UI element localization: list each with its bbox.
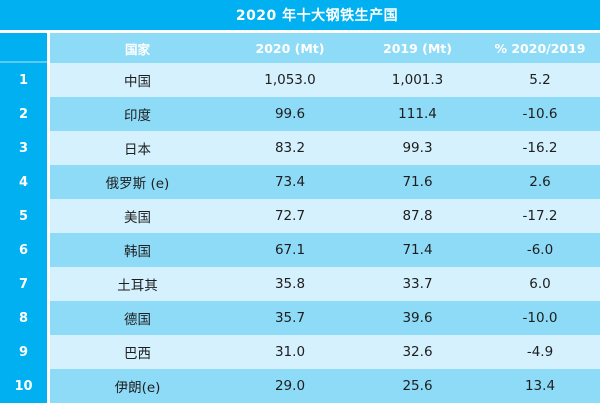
column-header-2020: 2020 (Mt) <box>225 33 355 63</box>
country-cell: 巴西 <box>50 335 225 369</box>
table-title-text: 2020 年十大钢铁生产国 <box>235 8 399 24</box>
value-2019-cell: 87.8 <box>355 199 480 233</box>
pct-change-cell: 13.4 <box>480 369 600 403</box>
column-gap <box>47 97 50 131</box>
pct-change-cell: -16.2 <box>480 131 600 165</box>
pct-change-cell: -10.0 <box>480 301 600 335</box>
column-gap <box>47 165 50 199</box>
column-gap <box>47 301 50 335</box>
country-cell: 韩国 <box>50 233 225 267</box>
rank-cell: 10 <box>0 369 47 403</box>
column-gap <box>47 233 50 267</box>
value-2019-cell: 99.3 <box>355 131 480 165</box>
rank-cell: 5 <box>0 199 47 233</box>
pct-change-cell: 2.6 <box>480 165 600 199</box>
value-2019-cell: 33.7 <box>355 267 480 301</box>
rank-cell: 9 <box>0 335 47 369</box>
value-2019-cell: 111.4 <box>355 97 480 131</box>
column-header-pct-change: % 2020/2019 <box>480 33 600 63</box>
country-cell: 日本 <box>50 131 225 165</box>
table-row: 6 韩国 67.1 71.4 -6.0 <box>0 233 600 267</box>
column-header-2019: 2019 (Mt) <box>355 33 480 63</box>
table-row: 2 印度 99.6 111.4 -10.6 <box>0 97 600 131</box>
value-2019-cell: 71.4 <box>355 233 480 267</box>
value-2020-cell: 99.6 <box>225 97 355 131</box>
table-row: 1 中国 1,053.0 1,001.3 5.2 <box>0 63 600 97</box>
country-cell: 俄罗斯 (e) <box>50 165 225 199</box>
column-gap <box>47 199 50 233</box>
rank-cell: 6 <box>0 233 47 267</box>
country-cell: 美国 <box>50 199 225 233</box>
value-2019-cell: 32.6 <box>355 335 480 369</box>
rank-cell: 1 <box>0 63 47 97</box>
country-cell: 印度 <box>50 97 225 131</box>
table-row: 7 土耳其 35.8 33.7 6.0 <box>0 267 600 301</box>
value-2019-cell: 71.6 <box>355 165 480 199</box>
column-gap <box>47 369 50 403</box>
rank-cell: 3 <box>0 131 47 165</box>
country-cell: 伊朗(e) <box>50 369 225 403</box>
table-row: 8 德国 35.7 39.6 -10.0 <box>0 301 600 335</box>
table-row: 3 日本 83.2 99.3 -16.2 <box>0 131 600 165</box>
value-2020-cell: 29.0 <box>225 369 355 403</box>
table-row: 9 巴西 31.0 32.6 -4.9 <box>0 335 600 369</box>
pct-change-cell: -6.0 <box>480 233 600 267</box>
table-row: 4 俄罗斯 (e) 73.4 71.6 2.6 <box>0 165 600 199</box>
table-header-row: 国家 2020 (Mt) 2019 (Mt) % 2020/2019 <box>0 33 600 63</box>
rank-column-header <box>0 33 47 63</box>
column-gap <box>47 335 50 369</box>
column-gap <box>47 63 50 97</box>
table-row: 10 伊朗(e) 29.0 25.6 13.4 <box>0 369 600 403</box>
pct-change-cell: -17.2 <box>480 199 600 233</box>
column-header-country: 国家 <box>50 33 225 63</box>
value-2020-cell: 35.7 <box>225 301 355 335</box>
rank-cell: 4 <box>0 165 47 199</box>
value-2020-cell: 31.0 <box>225 335 355 369</box>
country-cell: 土耳其 <box>50 267 225 301</box>
country-cell: 中国 <box>50 63 225 97</box>
table-row: 5 美国 72.7 87.8 -17.2 <box>0 199 600 233</box>
country-cell: 德国 <box>50 301 225 335</box>
table-body: 1 中国 1,053.0 1,001.3 5.2 2 印度 99.6 111.4… <box>0 63 600 403</box>
value-2020-cell: 83.2 <box>225 131 355 165</box>
rank-cell: 8 <box>0 301 47 335</box>
column-gap <box>47 267 50 301</box>
value-2020-cell: 35.8 <box>225 267 355 301</box>
pct-change-cell: -10.6 <box>480 97 600 131</box>
value-2020-cell: 1,053.0 <box>225 63 355 97</box>
pct-change-cell: 5.2 <box>480 63 600 97</box>
pct-change-cell: -4.9 <box>480 335 600 369</box>
value-2019-cell: 39.6 <box>355 301 480 335</box>
column-gap <box>47 131 50 165</box>
value-2019-cell: 1,001.3 <box>355 63 480 97</box>
rank-cell: 7 <box>0 267 47 301</box>
table-title: 2020 年十大钢铁生产国 <box>0 0 600 30</box>
value-2020-cell: 73.4 <box>225 165 355 199</box>
pct-change-cell: 6.0 <box>480 267 600 301</box>
value-2020-cell: 67.1 <box>225 233 355 267</box>
value-2020-cell: 72.7 <box>225 199 355 233</box>
column-gap <box>47 33 50 63</box>
rank-cell: 2 <box>0 97 47 131</box>
value-2019-cell: 25.6 <box>355 369 480 403</box>
